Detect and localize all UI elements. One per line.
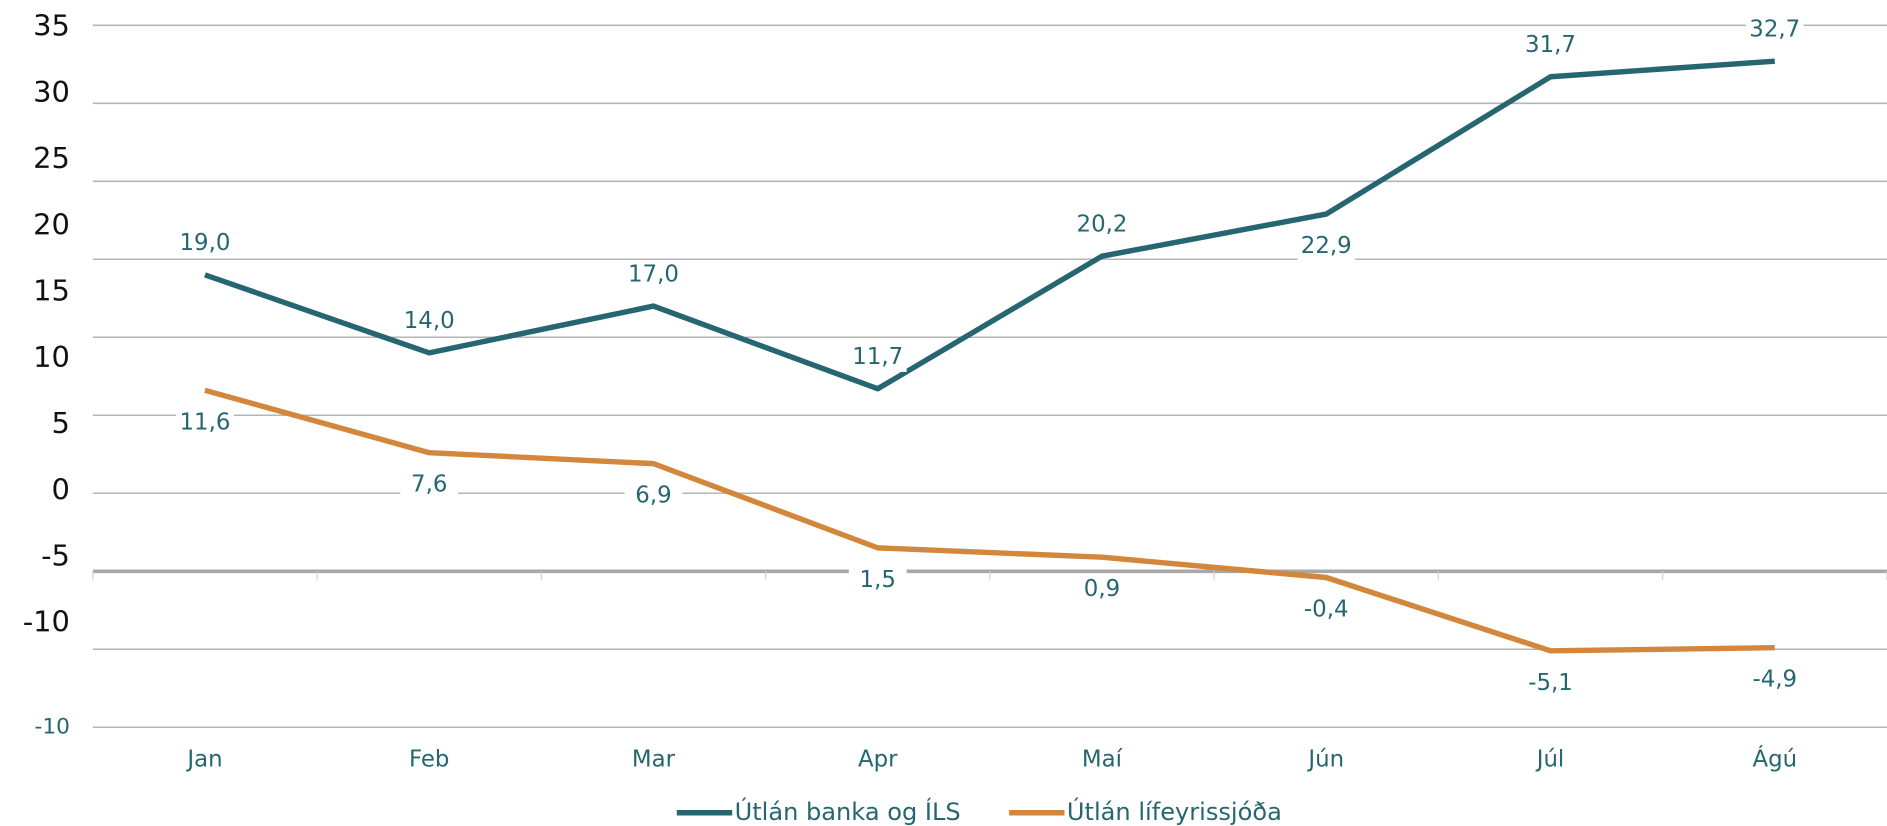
data-label-bg xyxy=(1297,595,1356,625)
series-line xyxy=(204,58,1775,392)
y-overlay-label: 30 xyxy=(33,75,70,109)
data-label: 1,5 xyxy=(860,567,896,593)
data-label-bg xyxy=(400,470,459,500)
data-label-group: 22,9 xyxy=(1297,232,1356,261)
data-label-bg xyxy=(1073,575,1131,605)
y-overlay-label: 25 xyxy=(33,141,70,175)
data-label-group: -0,4 xyxy=(1297,595,1356,625)
data-label: 6,9 xyxy=(635,483,671,509)
data-label: -4,9 xyxy=(1752,667,1797,693)
x-tick-label: Júl xyxy=(1535,746,1565,772)
data-label-group: 11,7 xyxy=(848,343,907,372)
data-label-bg xyxy=(848,343,907,372)
y-overlay-label: -5 xyxy=(41,538,70,572)
data-label-bg xyxy=(1745,15,1804,45)
legend-label: Útlán lífeyrissjóða xyxy=(1067,796,1282,826)
data-label: 7,6 xyxy=(411,472,447,498)
data-label: 0,9 xyxy=(1084,576,1120,602)
data-label: 17,0 xyxy=(628,261,679,287)
x-tick-label: Mar xyxy=(632,746,676,772)
data-label-group: 14,0 xyxy=(400,307,459,337)
data-label-group: 0,9 xyxy=(1073,575,1131,605)
data-label-bg xyxy=(400,307,459,337)
data-label: 19,0 xyxy=(179,230,230,256)
x-tick-label: Feb xyxy=(409,746,449,772)
data-label-bg xyxy=(1297,232,1356,261)
data-label-bg xyxy=(624,481,683,511)
data-label-group: 17,0 xyxy=(624,260,683,290)
y-overlay-label: 20 xyxy=(33,207,70,241)
legend-label: Útlán banka og ÍLS xyxy=(735,796,961,826)
data-label: -0,4 xyxy=(1304,597,1349,623)
data-label-bg xyxy=(1073,210,1131,240)
data-label: 14,0 xyxy=(404,308,455,334)
x-tick-label: Apr xyxy=(858,746,898,772)
data-label: 22,9 xyxy=(1301,233,1352,259)
data-label-group: 7,6 xyxy=(400,470,459,500)
y-overlay-label: 35 xyxy=(33,9,70,43)
y-overlay-label: -10 xyxy=(23,605,70,639)
data-label-group: 31,7 xyxy=(1521,31,1580,60)
series-line xyxy=(204,387,1775,654)
data-label-group: 19,0 xyxy=(176,229,234,259)
data-label-group: -5,1 xyxy=(1521,668,1580,698)
data-label-bg xyxy=(848,565,907,595)
data-label: 11,7 xyxy=(852,344,903,370)
y-overlay-label: 15 xyxy=(33,274,70,308)
data-label-bg xyxy=(624,260,683,290)
y-tick-label: -10 xyxy=(35,714,70,739)
x-tick-label: Maí xyxy=(1082,746,1123,772)
y-overlay-label: 5 xyxy=(52,406,70,440)
data-label: 31,7 xyxy=(1525,32,1576,58)
data-label-group: 6,9 xyxy=(624,481,683,511)
data-label-bg xyxy=(1521,668,1580,698)
x-tick-label: Ágú xyxy=(1752,744,1797,772)
data-label-group: 32,7 xyxy=(1745,15,1804,45)
data-label: 11,6 xyxy=(179,409,230,435)
data-label: 20,2 xyxy=(1077,211,1128,237)
data-label-bg xyxy=(176,408,234,438)
data-label: 32,7 xyxy=(1749,16,1800,42)
data-label-group: 11,6 xyxy=(176,408,234,438)
y-overlay-label: 0 xyxy=(52,472,70,506)
data-label-bg xyxy=(1521,31,1580,60)
data-label: -5,1 xyxy=(1528,670,1573,696)
data-label-bg xyxy=(176,229,234,259)
y-overlay-label: 10 xyxy=(33,340,70,374)
data-label-group: 20,2 xyxy=(1073,210,1131,240)
data-label-bg xyxy=(1745,665,1804,695)
data-label-group: 1,5 xyxy=(848,565,907,595)
data-label-group: -4,9 xyxy=(1745,665,1804,695)
x-tick-label: Jan xyxy=(185,746,222,772)
x-tick-label: Jún xyxy=(1306,746,1344,772)
